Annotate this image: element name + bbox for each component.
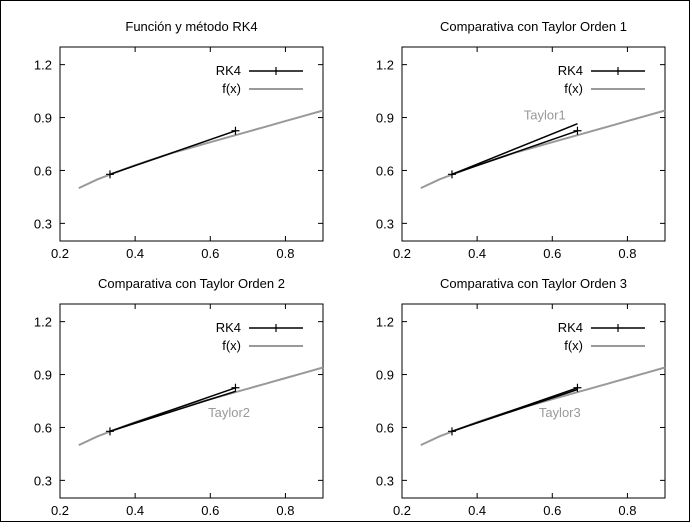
x-tick-label: 0.6 bbox=[543, 246, 561, 261]
plot-area-border bbox=[59, 46, 324, 242]
annotation-label: Taylor2 bbox=[208, 405, 250, 420]
x-tick-label: 0.4 bbox=[468, 246, 486, 261]
data-point-marker bbox=[231, 383, 240, 392]
y-tick-label: 1.2 bbox=[376, 315, 394, 330]
x-tick-label: 0.6 bbox=[543, 503, 561, 518]
annotation-label: Taylor1 bbox=[524, 107, 566, 122]
y-tick-label: 0.6 bbox=[34, 420, 52, 435]
plot-area-border bbox=[401, 303, 666, 499]
chart-title: Comparativa con Taylor Orden 2 bbox=[98, 276, 285, 291]
y-tick-label: 0.3 bbox=[34, 473, 52, 488]
y-tick-label: 0.9 bbox=[34, 111, 52, 126]
series-line-fx bbox=[78, 366, 324, 447]
chart-title: Comparativa con Taylor Orden 1 bbox=[440, 19, 627, 34]
series-line-rk4 bbox=[109, 387, 236, 433]
chart-title: Comparativa con Taylor Orden 3 bbox=[440, 276, 627, 291]
x-tick-label: 0.8 bbox=[276, 246, 294, 261]
x-tick-label: 0.2 bbox=[393, 246, 411, 261]
series-line-taylor bbox=[451, 123, 578, 175]
y-tick-label: 0.3 bbox=[376, 473, 394, 488]
x-tick-label: 0.4 bbox=[126, 503, 144, 518]
y-tick-label: 0.9 bbox=[376, 111, 394, 126]
series-line-fx bbox=[78, 109, 324, 190]
plot-area-border bbox=[59, 303, 324, 499]
x-tick-label: 0.2 bbox=[51, 503, 69, 518]
legend-label: f(x) bbox=[564, 338, 583, 353]
series-line-rk4 bbox=[451, 387, 578, 433]
x-tick-label: 0.4 bbox=[468, 503, 486, 518]
series-line-rk4 bbox=[451, 130, 578, 176]
data-point-marker bbox=[231, 126, 240, 135]
y-tick-label: 0.3 bbox=[376, 216, 394, 231]
data-point-marker bbox=[105, 427, 114, 436]
chart-title: Función y método RK4 bbox=[125, 19, 257, 34]
y-tick-label: 0.3 bbox=[34, 216, 52, 231]
y-tick-label: 0.6 bbox=[34, 163, 52, 178]
series-line-rk4 bbox=[109, 130, 236, 176]
x-tick-label: 0.6 bbox=[201, 503, 219, 518]
legend-label: f(x) bbox=[222, 81, 241, 96]
x-tick-label: 0.2 bbox=[393, 503, 411, 518]
legend-label: RK4 bbox=[558, 63, 583, 78]
chart-panel-2: Comparativa con Taylor Orden 1 0.2 0.4 0.6 0… bbox=[376, 19, 666, 261]
x-tick-label: 0.4 bbox=[126, 246, 144, 261]
y-tick-label: 0.9 bbox=[376, 368, 394, 383]
plot-area-border bbox=[401, 46, 666, 242]
data-point-marker bbox=[573, 383, 582, 392]
legend-label: RK4 bbox=[216, 63, 241, 78]
chart-panel-3: Comparativa con Taylor Orden 2 0.2 0.4 0.6 0… bbox=[34, 276, 324, 518]
data-point-marker bbox=[447, 170, 456, 179]
legend-label: f(x) bbox=[564, 81, 583, 96]
legend-label: f(x) bbox=[222, 338, 241, 353]
y-tick-label: 0.6 bbox=[376, 163, 394, 178]
x-tick-label: 0.8 bbox=[618, 503, 636, 518]
annotation-label: Taylor3 bbox=[539, 405, 581, 420]
legend-label: RK4 bbox=[558, 320, 583, 335]
x-tick-label: 0.2 bbox=[51, 246, 69, 261]
x-tick-label: 0.8 bbox=[618, 246, 636, 261]
data-point-marker bbox=[447, 427, 456, 436]
y-tick-label: 0.6 bbox=[376, 420, 394, 435]
chart-panel-4: Comparativa con Taylor Orden 3 0.2 0.4 0.6 0… bbox=[376, 276, 666, 518]
y-tick-label: 1.2 bbox=[34, 58, 52, 73]
y-tick-label: 1.2 bbox=[376, 58, 394, 73]
x-tick-label: 0.8 bbox=[276, 503, 294, 518]
x-tick-label: 0.6 bbox=[201, 246, 219, 261]
legend-label: RK4 bbox=[216, 320, 241, 335]
y-tick-label: 1.2 bbox=[34, 315, 52, 330]
data-point-marker bbox=[105, 170, 114, 179]
data-point-marker bbox=[573, 126, 582, 135]
chart-panel-1: Función y método RK4 0.2 0.4 0.6 0.8 0.3 0.6 0.… bbox=[34, 19, 324, 261]
y-tick-label: 0.9 bbox=[34, 368, 52, 383]
